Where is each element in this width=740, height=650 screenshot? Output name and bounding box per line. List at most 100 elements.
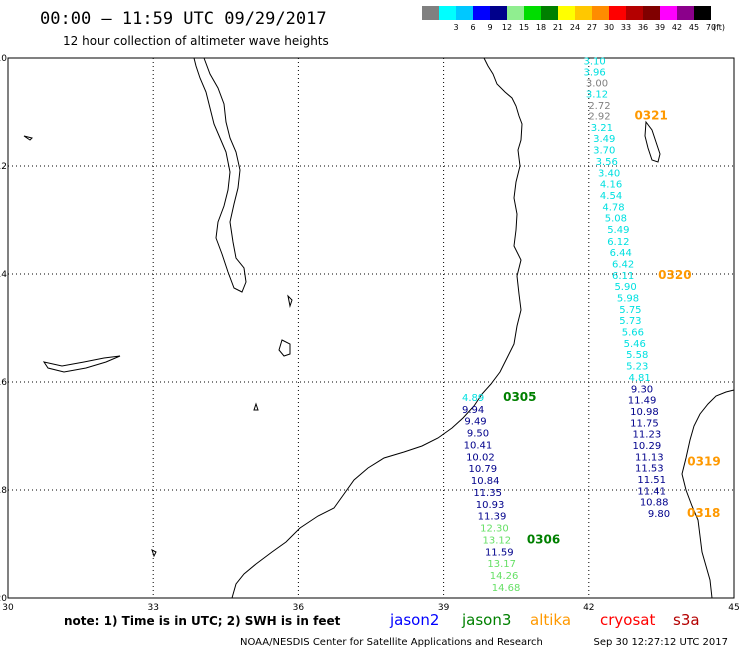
legend-swatch — [507, 6, 524, 20]
pass-label: 0305 — [503, 390, 536, 404]
wave-height-value: 3.49 — [593, 134, 615, 145]
wave-height-value: 10.29 — [633, 441, 662, 452]
wave-height-value: 5.90 — [614, 282, 636, 293]
legend-label: 15 — [519, 23, 529, 32]
wave-height-value: 10.79 — [468, 464, 497, 475]
pass-label: 0306 — [527, 532, 560, 546]
coastline-lake-chilwa — [278, 339, 291, 357]
coastline-mainland — [231, 57, 523, 599]
pass-label: 0318 — [687, 506, 720, 520]
wave-height-value: 9.49 — [464, 417, 486, 428]
legend-label: 70 — [706, 23, 716, 32]
legend-swatch — [439, 6, 456, 20]
legend-label: 45 — [689, 23, 699, 32]
graticule: 30 33 36 39 42 45 -10 -12 -14 -16 -18 -20 — [0, 54, 740, 613]
wave-height-value: 3.96 — [583, 67, 605, 78]
wave-height-value: 3.40 — [598, 168, 620, 179]
lat-tick-label: -14 — [0, 270, 7, 280]
lat-tick-label: -10 — [0, 54, 7, 64]
wave-height-value: 10.02 — [466, 452, 495, 463]
coastline-lake-malawi — [193, 57, 247, 293]
coastline-shire-dot — [253, 402, 259, 411]
wave-height-value: 11.51 — [637, 475, 666, 486]
legend-swatch — [626, 6, 643, 20]
lon-tick-label: 45 — [728, 603, 739, 613]
coastline-isle-3 — [151, 549, 157, 558]
pass-label: 0319 — [687, 454, 720, 468]
wave-height-value: 11.35 — [473, 488, 502, 499]
legend-label: 30 — [604, 23, 614, 32]
legend-swatch — [660, 6, 677, 20]
wave-height-value: 5.73 — [619, 316, 641, 327]
wave-height-value: 3.00 — [586, 79, 608, 90]
lat-tick-label: -12 — [0, 162, 7, 172]
legend-swatch — [558, 6, 575, 20]
pass-label: 0320 — [658, 268, 691, 282]
wave-height-value: 9.30 — [631, 384, 653, 395]
coastline-isle-2 — [287, 294, 293, 308]
wave-height-value: 4.78 — [602, 202, 624, 213]
satellite-name: altika — [530, 611, 571, 629]
wave-height-value: 5.98 — [617, 294, 639, 305]
wave-height-value: 3.56 — [596, 157, 618, 168]
wave-height-value: 3.21 — [591, 123, 613, 134]
wave-height-value: 11.53 — [635, 464, 664, 475]
legend-label: 39 — [655, 23, 665, 32]
legend-label: 18 — [536, 23, 546, 32]
coastline-comoros — [644, 120, 661, 163]
wave-height-value: 13.12 — [483, 535, 512, 546]
wave-height-value: 4.16 — [600, 180, 622, 191]
legend-swatch — [490, 6, 507, 20]
wave-height-value: 5.75 — [619, 305, 641, 316]
wave-height-value: 9.50 — [467, 429, 489, 440]
lat-tick-label: -16 — [0, 378, 7, 388]
legend-unit: (ft) — [713, 23, 725, 32]
legend-swatch — [677, 6, 694, 20]
wave-height-value: 6.44 — [610, 248, 632, 259]
wave-height-value: 3.70 — [593, 146, 615, 157]
wave-height-value: 11.49 — [628, 396, 657, 407]
satellite-name: jason2 — [389, 611, 439, 629]
wave-height-value: 6.42 — [612, 260, 634, 271]
wave-height-value: 14.26 — [490, 571, 519, 582]
altimeter-tracks: 3.103.963.003.122.722.923.213.493.703.56… — [462, 56, 721, 594]
wave-height-value: 11.59 — [485, 547, 514, 558]
legend-label: 33 — [621, 23, 631, 32]
lon-tick-label: 42 — [583, 603, 594, 613]
wave-height-value: 5.23 — [626, 362, 648, 373]
legend-swatch — [643, 6, 660, 20]
wave-height-value: 13.17 — [487, 559, 516, 570]
wave-height-value: 5.08 — [605, 214, 627, 225]
wave-height-value: 3.12 — [586, 89, 608, 100]
wave-height-value: 11.13 — [635, 452, 664, 463]
legend-label: 6 — [470, 23, 475, 32]
wave-height-value: 5.49 — [607, 225, 629, 236]
legend-swatch — [609, 6, 626, 20]
lat-tick-label: -18 — [0, 486, 7, 496]
timestamp-text: Sep 30 12:27:12 UTC 2017 — [594, 637, 728, 648]
wave-height-value: 5.46 — [624, 339, 646, 350]
legend-label: 21 — [553, 23, 563, 32]
legend-swatch — [524, 6, 541, 20]
lon-tick-label: 30 — [2, 603, 14, 613]
wave-height-color-scale: 3 6 9 12 15 18 21 24 27 30 33 36 39 42 45 70(ft) — [422, 6, 725, 32]
coastline-isle-1 — [23, 135, 33, 141]
wave-height-value: 6.12 — [607, 237, 629, 248]
wave-height-value: 10.98 — [630, 407, 659, 418]
satellite-name: jason3 — [461, 611, 511, 629]
satellite-name: cryosat — [600, 611, 655, 629]
coastline-cahora-bassa — [42, 355, 121, 373]
wave-height-value: 9.80 — [648, 509, 670, 520]
wave-height-value: 14.68 — [492, 583, 521, 594]
lon-tick-label: 33 — [147, 603, 158, 613]
coastline — [23, 57, 735, 599]
wave-height-value: 4.81 — [628, 373, 650, 384]
map-title: 00:00 – 11:59 UTC 09/29/2017 — [40, 9, 327, 29]
legend-swatch — [592, 6, 609, 20]
satellite-legend: jason2 jason3 altika cryosat s3a — [389, 611, 700, 629]
map-subtitle: 12 hour collection of altimeter wave hei… — [63, 34, 329, 48]
satellite-name: s3a — [673, 611, 700, 629]
wave-height-value: 5.66 — [622, 328, 644, 339]
legend-label: 24 — [570, 23, 580, 32]
